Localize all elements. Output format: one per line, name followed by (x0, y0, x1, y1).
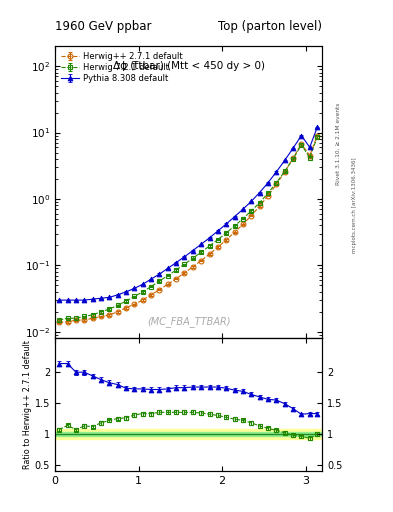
Text: (MC_FBA_TTBAR): (MC_FBA_TTBAR) (147, 315, 230, 327)
Text: 1960 GeV ppbar: 1960 GeV ppbar (55, 20, 152, 33)
Text: Top (parton level): Top (parton level) (218, 20, 322, 33)
Text: Rivet 3.1.10, ≥ 2.1M events: Rivet 3.1.10, ≥ 2.1M events (336, 102, 341, 184)
Text: mcplots.cern.ch [arXiv:1306.3436]: mcplots.cern.ch [arXiv:1306.3436] (352, 157, 357, 252)
Legend: Herwig++ 2.7.1 default, Herwig 7.2.1 default, Pythia 8.308 default: Herwig++ 2.7.1 default, Herwig 7.2.1 def… (59, 50, 184, 85)
Y-axis label: Ratio to Herwig++ 2.7.1 default: Ratio to Herwig++ 2.7.1 default (23, 340, 32, 469)
Text: Δϕ (t̅tbar) (Mtt < 450 dy > 0): Δϕ (t̅tbar) (Mtt < 450 dy > 0) (113, 61, 264, 71)
